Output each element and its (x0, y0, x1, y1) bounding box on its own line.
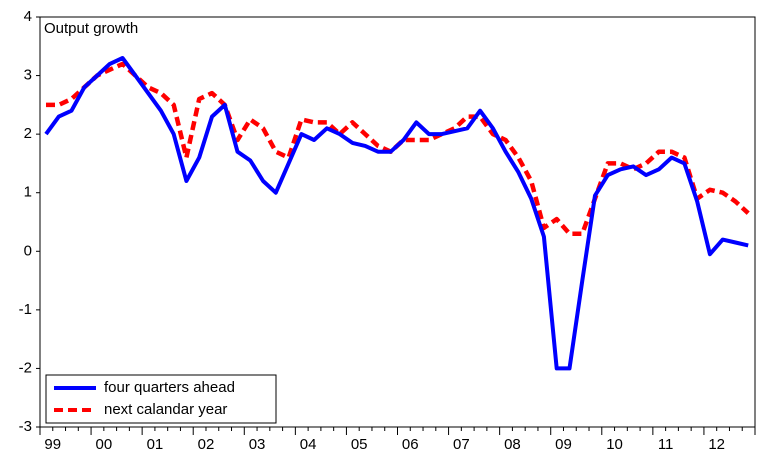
legend-label: next calandar year (104, 401, 227, 418)
x-tick-label: 99 (44, 436, 61, 453)
plot-frame (39, 16, 756, 428)
x-tick-label: 12 (708, 436, 725, 453)
x-tick-label: 01 (147, 436, 164, 453)
x-tick-label: 05 (351, 436, 368, 453)
x-tick-label: 06 (402, 436, 419, 453)
y-tick-label: 3 (24, 67, 32, 84)
y-tick-label: 0 (24, 242, 32, 259)
y-tick-label: 1 (24, 184, 32, 201)
series-line (44, 56, 749, 371)
y-tick-label: -1 (19, 301, 32, 318)
y-tick-label: -3 (19, 418, 32, 435)
chart-title: Output growth (44, 20, 138, 37)
x-tick-label: 11 (658, 436, 674, 453)
legend-box (45, 374, 277, 424)
x-tick-label: 02 (198, 436, 215, 453)
y-tick-label: 4 (24, 8, 32, 25)
x-tick-label: 00 (95, 436, 112, 453)
y-tick-label: -2 (19, 359, 32, 376)
x-tick-label: 04 (300, 436, 317, 453)
y-tick-label: 2 (24, 125, 32, 142)
x-tick-label: 08 (504, 436, 521, 453)
legend-label: four quarters ahead (104, 379, 235, 396)
x-tick-label: 10 (606, 436, 623, 453)
series-line (46, 61, 750, 236)
x-tick-label: 03 (249, 436, 266, 453)
x-tick-label: 09 (555, 436, 572, 453)
x-tick-label: 07 (453, 436, 470, 453)
